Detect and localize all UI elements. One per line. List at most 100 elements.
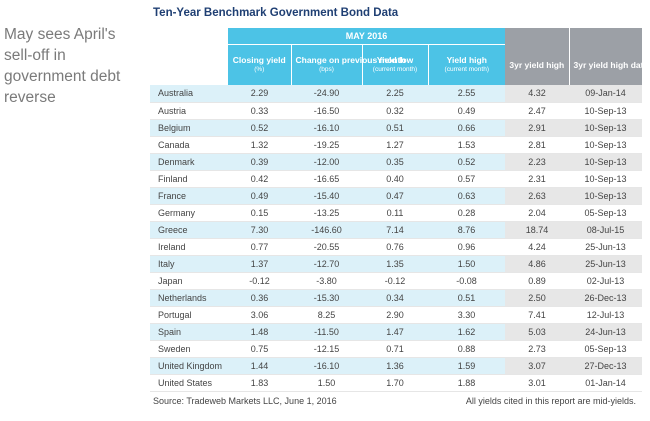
yield-high-cell: 0.66: [428, 119, 506, 137]
table-row: United States 1.83 1.50 1.70 1.88 3.01 01-Jan-…: [150, 374, 643, 392]
yield-low-cell: 0.40: [362, 170, 428, 188]
country-cell: Italy: [150, 255, 228, 273]
closing-yield-cell: 0.52: [228, 119, 291, 137]
yield-high-cell: 0.96: [428, 238, 506, 256]
three-yr-high-date-cell: 02-Jul-13: [569, 272, 643, 290]
three-yr-high-date-cell: 05-Sep-13: [569, 204, 643, 222]
yield-high-cell: 2.55: [428, 85, 506, 103]
yield-low-cell: 0.32: [362, 102, 428, 120]
change-cell: 8.25: [291, 306, 362, 324]
three-yr-high-cell: 3.01: [505, 374, 570, 392]
three-yr-high-cell: 5.03: [505, 323, 570, 341]
three-yr-high-cell: 2.73: [505, 340, 570, 358]
three-yr-high-date-cell: 10-Sep-13: [569, 102, 643, 120]
yield-low-cell: 0.71: [362, 340, 428, 358]
closing-yield-cell: 0.42: [228, 170, 291, 188]
header-yield-low: Yield low (current month): [362, 44, 429, 85]
change-cell: -19.25: [291, 136, 362, 154]
yield-low-cell: 2.25: [362, 85, 428, 103]
country-cell: United Kingdom: [150, 357, 228, 375]
yield-low-cell: 1.70: [362, 374, 428, 392]
country-cell: Canada: [150, 136, 228, 154]
change-cell: -3.80: [291, 272, 362, 290]
yield-high-cell: 0.57: [428, 170, 506, 188]
three-yr-high-cell: 4.24: [505, 238, 570, 256]
column-header-row: Closing yield (%) Change on previous mon…: [150, 44, 648, 85]
yield-low-cell: 7.14: [362, 221, 428, 239]
country-cell: Belgium: [150, 119, 228, 137]
three-yr-high-date-cell: 08-Jul-15: [569, 221, 643, 239]
three-yr-high-cell: 7.41: [505, 306, 570, 324]
three-yr-high-cell: 4.86: [505, 255, 570, 273]
three-yr-high-cell: 2.91: [505, 119, 570, 137]
change-cell: -13.25: [291, 204, 362, 222]
country-cell: Spain: [150, 323, 228, 341]
yield-low-cell: 1.47: [362, 323, 428, 341]
closing-yield-cell: 0.77: [228, 238, 291, 256]
country-cell: Germany: [150, 204, 228, 222]
three-yr-high-cell: 2.47: [505, 102, 570, 120]
change-cell: -16.50: [291, 102, 362, 120]
change-cell: -12.15: [291, 340, 362, 358]
table-row: Belgium 0.52 -16.10 0.51 0.66 2.91 10-Sep-13: [150, 119, 643, 137]
header-3yr-high: 3yr yield high: [505, 44, 570, 85]
three-yr-high-cell: 18.74: [505, 221, 570, 239]
three-yr-high-date-cell: 05-Sep-13: [569, 340, 643, 358]
table-row: France 0.49 -15.40 0.47 0.63 2.63 10-Sep-13: [150, 187, 643, 205]
three-yr-high-cell: 2.50: [505, 289, 570, 307]
country-cell: Sweden: [150, 340, 228, 358]
country-cell: Ireland: [150, 238, 228, 256]
closing-yield-cell: 3.06: [228, 306, 291, 324]
country-cell: Portugal: [150, 306, 228, 324]
yield-low-cell: 0.35: [362, 153, 428, 171]
table-row: Japan -0.12 -3.80 -0.12 -0.08 0.89 02-Jul-13: [150, 272, 643, 290]
three-yr-high-cell: 0.89: [505, 272, 570, 290]
yield-low-cell: 0.51: [362, 119, 428, 137]
header-yield-high: Yield high (current month): [428, 44, 506, 85]
country-cell: Denmark: [150, 153, 228, 171]
closing-yield-cell: 7.30: [228, 221, 291, 239]
closing-yield-cell: 0.15: [228, 204, 291, 222]
yield-high-cell: 0.28: [428, 204, 506, 222]
period-label: MAY 2016: [228, 28, 506, 45]
change-cell: -12.70: [291, 255, 362, 273]
country-cell: Austria: [150, 102, 228, 120]
yield-high-cell: 1.59: [428, 357, 506, 375]
table-row: Netherlands 0.36 -15.30 0.34 0.51 2.50 26-Dec-…: [150, 289, 643, 307]
yield-low-cell: 1.35: [362, 255, 428, 273]
change-cell: -15.40: [291, 187, 362, 205]
yield-high-cell: 8.76: [428, 221, 506, 239]
table-title: Ten-Year Benchmark Government Bond Data: [153, 7, 399, 19]
closing-yield-cell: 1.37: [228, 255, 291, 273]
closing-yield-cell: 0.75: [228, 340, 291, 358]
yield-low-cell: 2.90: [362, 306, 428, 324]
yield-low-cell: -0.12: [362, 272, 428, 290]
yield-low-cell: 1.36: [362, 357, 428, 375]
table-row: Australia 2.29 -24.90 2.25 2.55 4.32 09-Jan-14: [150, 85, 643, 103]
yield-high-cell: 1.53: [428, 136, 506, 154]
yield-high-cell: -0.08: [428, 272, 506, 290]
yield-high-cell: 0.51: [428, 289, 506, 307]
table-row: Austria 0.33 -16.50 0.32 0.49 2.47 10-Sep-13: [150, 102, 643, 120]
country-cell: France: [150, 187, 228, 205]
yield-high-cell: 1.62: [428, 323, 506, 341]
country-cell: Finland: [150, 170, 228, 188]
change-cell: -20.55: [291, 238, 362, 256]
change-cell: -16.65: [291, 170, 362, 188]
country-cell: Greece: [150, 221, 228, 239]
change-cell: -12.00: [291, 153, 362, 171]
country-cell: United States: [150, 374, 228, 392]
three-yr-high-date-cell: 25-Jun-13: [569, 238, 643, 256]
table-row: Canada 1.32 -19.25 1.27 1.53 2.81 10-Sep-13: [150, 136, 643, 154]
three-yr-high-date-cell: 10-Sep-13: [569, 119, 643, 137]
yield-high-cell: 0.88: [428, 340, 506, 358]
sidebar-headline: May sees April's sell-off in government …: [4, 26, 121, 106]
change-cell: -24.90: [291, 85, 362, 103]
three-yr-high-date-cell: 10-Sep-13: [569, 170, 643, 188]
three-yr-high-date-cell: 09-Jan-14: [569, 85, 643, 103]
three-yr-high-cell: 2.04: [505, 204, 570, 222]
three-yr-high-cell: 2.63: [505, 187, 570, 205]
table-row: Germany 0.15 -13.25 0.11 0.28 2.04 05-Sep-13: [150, 204, 643, 222]
yield-low-cell: 0.34: [362, 289, 428, 307]
three-yr-high-date-cell: 10-Sep-13: [569, 187, 643, 205]
